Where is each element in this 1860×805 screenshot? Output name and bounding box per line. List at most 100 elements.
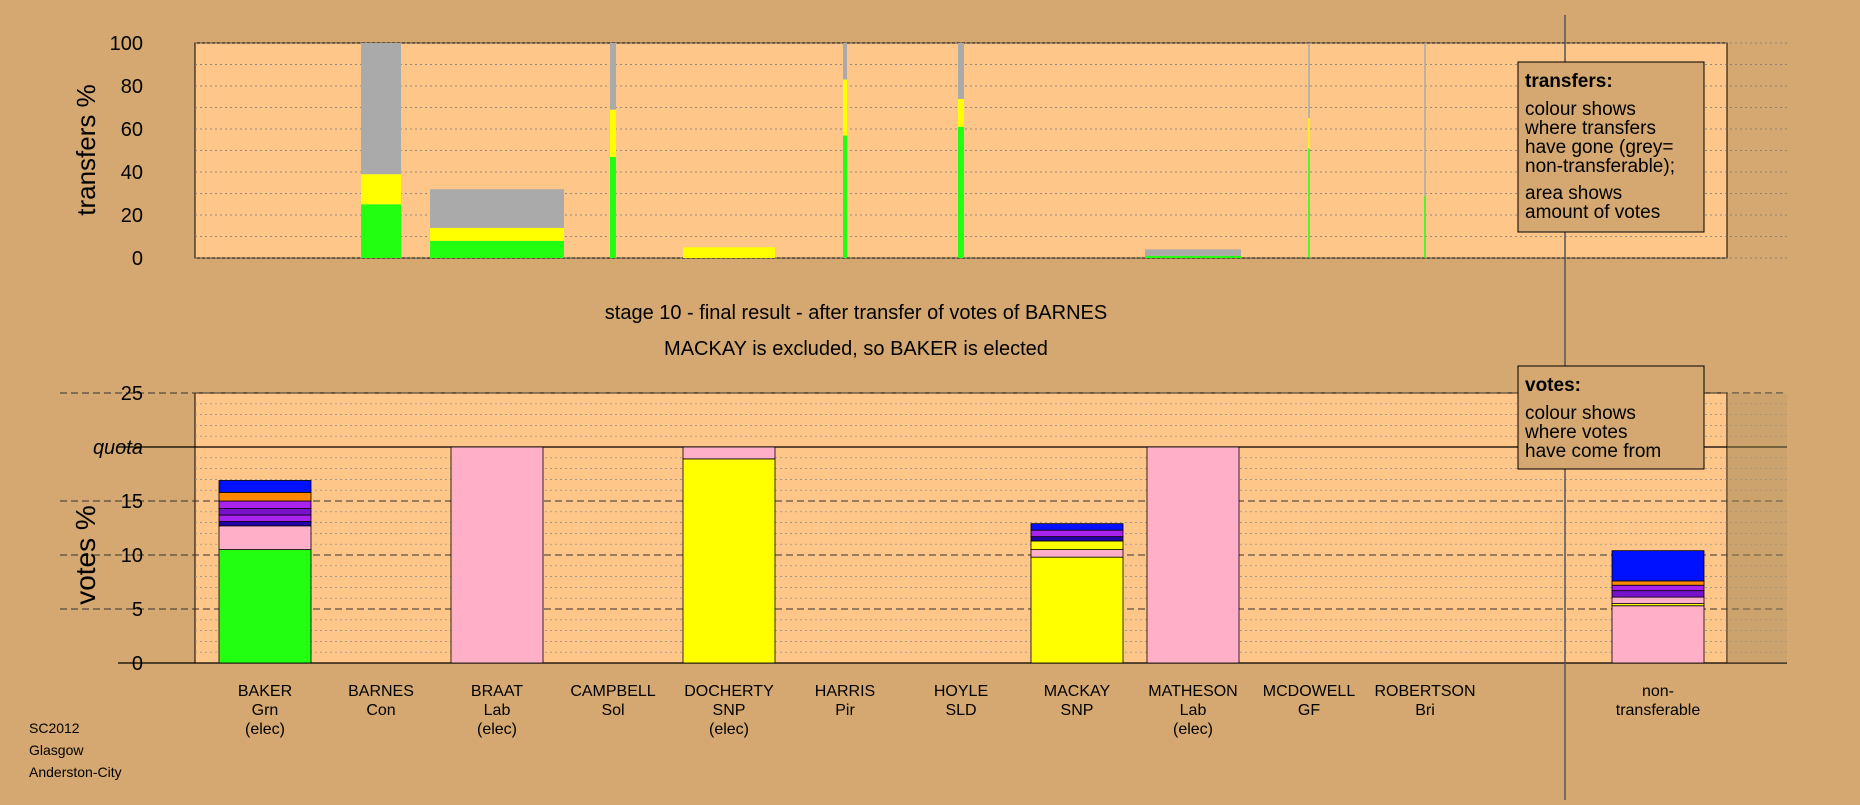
- vote-bar-segment: [450, 446, 544, 664]
- transfer-bar-segment: [843, 43, 847, 80]
- candidate-name: BAKER: [238, 683, 292, 700]
- vote-bar-segment: [1611, 590, 1705, 598]
- candidate-label: CAMPBELL Sol: [570, 683, 655, 719]
- candidate-party: SNP: [713, 702, 746, 719]
- candidate-party: Pir: [835, 702, 855, 719]
- vote-bar-segment: [218, 491, 312, 502]
- vote-bar-segment: [218, 525, 312, 551]
- candidate-party: Con: [366, 702, 395, 719]
- transfer-bar-segment: [1308, 148, 1310, 258]
- transfers-legend-line: amount of votes: [1525, 202, 1660, 223]
- nontransferable-label: non- transferable: [1616, 683, 1701, 719]
- transfers-y-axis-title: transfers %: [71, 84, 101, 216]
- votes-legend: votes: colour shows where votes have com…: [1517, 365, 1705, 470]
- vote-bar-segment: [1146, 446, 1240, 664]
- transfer-bar-segment: [843, 79, 847, 136]
- transfers-bars: [361, 43, 1426, 258]
- transfer-bar-segment: [958, 126, 964, 258]
- transfer-bar-segment: [610, 156, 616, 258]
- candidate-name: ROBERTSON: [1374, 683, 1475, 700]
- candidate-label: MCDOWELL GF: [1263, 683, 1356, 719]
- nontransferable-label-line: non-: [1642, 683, 1674, 700]
- candidate-name: MCDOWELL: [1263, 683, 1356, 700]
- candidate-name: MACKAY: [1044, 683, 1111, 700]
- candidate-name: DOCHERTY: [684, 683, 774, 700]
- transfer-bar-segment: [1424, 195, 1426, 258]
- candidate-party: SNP: [1061, 702, 1094, 719]
- transfers-tick-label: 100: [110, 33, 143, 55]
- transfer-bar-segment: [430, 240, 564, 258]
- candidate-label: BRAAT Lab (elec): [471, 683, 523, 738]
- vote-bar-segment: [218, 500, 312, 509]
- transfers-tick-label: 80: [121, 76, 143, 98]
- transfers-tick-label: 20: [121, 205, 143, 227]
- vote-bar-segment: [218, 521, 312, 527]
- candidate-status: (elec): [245, 721, 285, 738]
- vote-bar-segment: [682, 446, 776, 460]
- transfer-bar-segment: [430, 227, 564, 241]
- transfer-bar-segment: [430, 189, 564, 228]
- candidate-label: HOYLE SLD: [934, 683, 988, 719]
- right-margin-shade: [1727, 393, 1787, 663]
- transfers-tick-label: 60: [121, 119, 143, 141]
- candidate-party: Lab: [1180, 702, 1207, 719]
- votes-legend-box: [1517, 365, 1705, 470]
- vote-bar-segment: [1030, 556, 1124, 664]
- candidate-name: BRAAT: [471, 683, 523, 700]
- candidate-label: HARRIS Pir: [815, 683, 875, 719]
- footer-line: Anderston-City: [29, 764, 122, 780]
- votes-legend-line: have come from: [1525, 441, 1661, 462]
- stage-caption: stage 10 - final result - after transfer…: [605, 302, 1107, 324]
- transfer-bar-segment: [1145, 249, 1241, 256]
- votes-y-axis: 0 5 10 15 quota 25: [93, 383, 143, 675]
- vote-bar-segment: [1030, 536, 1124, 542]
- vote-bar-segment: [218, 508, 312, 516]
- transfer-bar-segment: [610, 109, 616, 157]
- quota-label: quota: [93, 437, 143, 459]
- vote-bar-segment: [218, 514, 312, 522]
- candidate-name: CAMPBELL: [570, 683, 655, 700]
- candidate-label: BAKER Grn (elec): [238, 683, 292, 738]
- candidate-name: HOYLE: [934, 683, 988, 700]
- vote-bar-segment: [1611, 580, 1705, 586]
- transfer-bar-segment: [843, 135, 847, 258]
- candidate-status: (elec): [709, 721, 749, 738]
- votes-legend-title: votes:: [1525, 375, 1581, 396]
- transfers-legend-line: where transfers: [1524, 118, 1656, 139]
- transfers-tick-label: 40: [121, 162, 143, 184]
- transfer-bar-segment: [361, 204, 401, 258]
- transfer-bar-segment: [1145, 255, 1241, 258]
- candidate-label: MACKAY SNP: [1044, 683, 1111, 719]
- candidate-name: MATHESON: [1148, 683, 1237, 700]
- transfer-bar-segment: [958, 43, 964, 99]
- transfer-bar-segment: [361, 43, 401, 175]
- candidate-label: BARNES Con: [348, 683, 414, 719]
- candidate-party: SLD: [945, 702, 976, 719]
- transfers-legend-line: have gone (grey=: [1525, 137, 1673, 158]
- votes-legend-line: where votes: [1524, 422, 1627, 443]
- votes-plot-area: [194, 392, 1728, 664]
- result-caption: MACKAY is excluded, so BAKER is elected: [664, 338, 1048, 360]
- votes-tick-label: 0: [132, 653, 143, 675]
- transfer-bar-segment: [610, 43, 616, 110]
- transfers-legend-line: non-transferable);: [1525, 156, 1675, 177]
- candidate-label: ROBERTSON Bri: [1374, 683, 1475, 719]
- transfer-bar-segment: [683, 247, 775, 258]
- footer-line: Glasgow: [29, 742, 84, 758]
- candidate-name: HARRIS: [815, 683, 875, 700]
- votes-bars: [218, 446, 1705, 664]
- transfers-legend-title: transfers:: [1525, 71, 1613, 92]
- votes-legend-line: colour shows: [1525, 403, 1636, 424]
- transfer-bar-segment: [1424, 43, 1426, 196]
- candidate-label: DOCHERTY SNP (elec): [684, 683, 774, 738]
- vote-bar-segment: [1030, 549, 1124, 558]
- candidate-party: GF: [1298, 702, 1320, 719]
- transfers-legend-line: area shows: [1525, 183, 1622, 204]
- transfers-legend-box: [1517, 61, 1705, 233]
- candidate-party: Bri: [1415, 702, 1435, 719]
- transfers-legend: transfers: colour shows where transfers …: [1517, 61, 1705, 233]
- footer-line: SC2012: [29, 720, 80, 736]
- transfers-tick-label: 0: [132, 248, 143, 270]
